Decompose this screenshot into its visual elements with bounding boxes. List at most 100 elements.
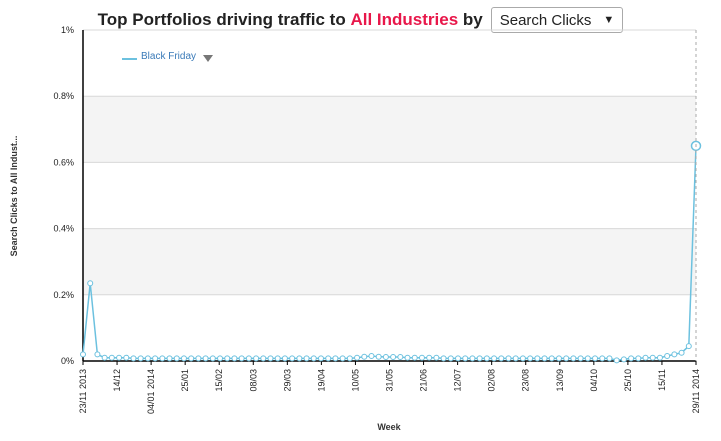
- data-point[interactable]: [108, 354, 115, 361]
- data-point[interactable]: [368, 353, 375, 360]
- data-point[interactable]: [440, 355, 447, 362]
- data-point[interactable]: [613, 357, 620, 364]
- data-point[interactable]: [505, 355, 512, 362]
- title-accent-link[interactable]: All Industries: [350, 10, 459, 29]
- data-point[interactable]: [130, 355, 137, 362]
- data-point[interactable]: [94, 351, 101, 358]
- data-point[interactable]: [137, 355, 144, 362]
- data-point[interactable]: [238, 355, 245, 362]
- data-point[interactable]: [267, 355, 274, 362]
- data-point[interactable]: [491, 355, 498, 362]
- legend-caret-icon[interactable]: [203, 55, 213, 62]
- data-point[interactable]: [144, 355, 151, 362]
- data-point[interactable]: [195, 355, 202, 362]
- data-point[interactable]: [274, 355, 281, 362]
- data-point[interactable]: [245, 355, 252, 362]
- data-point[interactable]: [541, 355, 548, 362]
- data-point[interactable]: [253, 355, 260, 362]
- data-point[interactable]: [361, 353, 368, 360]
- x-tick-label: 15/11: [657, 369, 667, 391]
- data-point[interactable]: [231, 355, 238, 362]
- x-tick-label: 19/04: [316, 369, 326, 392]
- data-point[interactable]: [152, 355, 159, 362]
- data-point[interactable]: [289, 355, 296, 362]
- data-point[interactable]: [620, 356, 627, 363]
- x-tick-label: 04/10: [589, 369, 599, 392]
- data-point[interactable]: [116, 354, 123, 361]
- data-point[interactable]: [159, 355, 166, 362]
- data-point[interactable]: [512, 355, 519, 362]
- x-tick-label: 23/08: [521, 369, 531, 392]
- data-point[interactable]: [209, 355, 216, 362]
- data-point[interactable]: [628, 355, 635, 362]
- data-point[interactable]: [656, 354, 663, 361]
- data-point[interactable]: [354, 354, 361, 361]
- data-point[interactable]: [592, 355, 599, 362]
- data-point[interactable]: [498, 355, 505, 362]
- data-point[interactable]: [469, 355, 476, 362]
- data-point[interactable]: [87, 280, 94, 287]
- legend-label[interactable]: Black Friday: [141, 51, 196, 62]
- data-point[interactable]: [332, 355, 339, 362]
- data-point[interactable]: [390, 354, 397, 361]
- data-point[interactable]: [433, 354, 440, 361]
- plot-band: [83, 96, 696, 163]
- data-point[interactable]: [678, 349, 685, 356]
- data-point[interactable]: [296, 355, 303, 362]
- data-point[interactable]: [317, 355, 324, 362]
- data-point[interactable]: [188, 355, 195, 362]
- data-point[interactable]: [303, 355, 310, 362]
- data-point[interactable]: [606, 355, 613, 362]
- data-point[interactable]: [584, 355, 591, 362]
- y-tick-label: 0.6%: [53, 157, 74, 167]
- data-point[interactable]: [310, 355, 317, 362]
- data-point[interactable]: [548, 355, 555, 362]
- x-tick-label: 31/05: [385, 369, 395, 392]
- data-point[interactable]: [599, 355, 606, 362]
- data-point[interactable]: [447, 355, 454, 362]
- data-point[interactable]: [382, 354, 389, 361]
- data-point[interactable]: [260, 355, 267, 362]
- data-point[interactable]: [527, 355, 534, 362]
- data-point[interactable]: [418, 354, 425, 361]
- data-point[interactable]: [426, 354, 433, 361]
- data-point[interactable]: [570, 355, 577, 362]
- data-point[interactable]: [123, 354, 130, 361]
- data-point[interactable]: [642, 354, 649, 361]
- data-point[interactable]: [281, 355, 288, 362]
- data-point[interactable]: [685, 343, 692, 350]
- data-point[interactable]: [555, 355, 562, 362]
- data-point[interactable]: [375, 353, 382, 360]
- data-point[interactable]: [101, 354, 108, 361]
- data-point[interactable]: [664, 353, 671, 360]
- data-point[interactable]: [483, 355, 490, 362]
- data-point[interactable]: [180, 355, 187, 362]
- data-point[interactable]: [577, 355, 584, 362]
- metric-select[interactable]: Search Clicks ▼: [490, 7, 624, 33]
- data-point[interactable]: [224, 355, 231, 362]
- data-point[interactable]: [411, 354, 418, 361]
- data-point[interactable]: [339, 355, 346, 362]
- data-point[interactable]: [80, 351, 86, 358]
- data-point[interactable]: [455, 355, 462, 362]
- data-point[interactable]: [671, 351, 678, 358]
- data-point[interactable]: [173, 355, 180, 362]
- data-point[interactable]: [649, 354, 656, 361]
- data-point[interactable]: [397, 354, 404, 361]
- data-point[interactable]: [462, 355, 469, 362]
- x-tick-label: 02/08: [487, 369, 497, 392]
- data-point[interactable]: [563, 355, 570, 362]
- x-tick-label: 04/01 2014: [146, 369, 156, 414]
- data-point[interactable]: [635, 355, 642, 362]
- data-point[interactable]: [476, 355, 483, 362]
- data-point[interactable]: [166, 355, 173, 362]
- data-point[interactable]: [325, 355, 332, 362]
- x-tick-label: 15/02: [214, 369, 224, 392]
- data-point[interactable]: [217, 355, 224, 362]
- data-point[interactable]: [202, 355, 209, 362]
- data-point[interactable]: [404, 354, 411, 361]
- data-point[interactable]: [519, 355, 526, 362]
- data-point[interactable]: [346, 355, 353, 362]
- legend[interactable]: Black Friday: [122, 51, 213, 62]
- data-point[interactable]: [534, 355, 541, 362]
